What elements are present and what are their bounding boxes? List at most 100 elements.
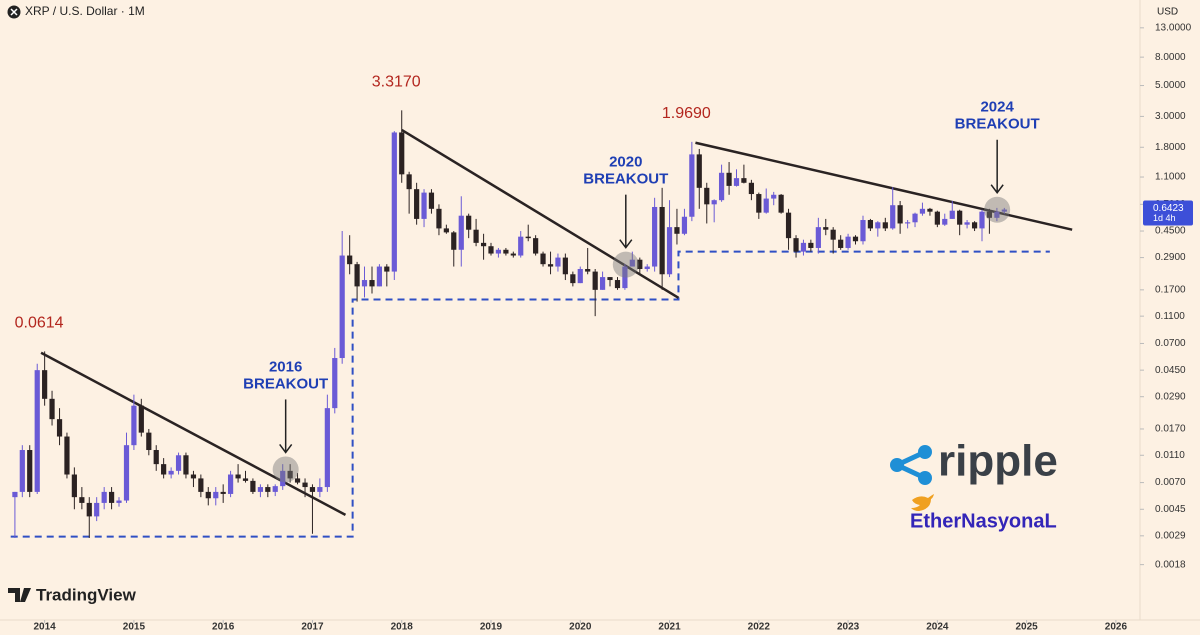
candle-body	[227, 474, 234, 494]
candle-body	[860, 220, 866, 242]
breakout-arrow-head	[279, 443, 293, 454]
candle-body	[882, 222, 888, 229]
candle-body	[927, 208, 933, 212]
candle-body	[183, 455, 189, 475]
x-tick-label: 2020	[569, 622, 592, 633]
candle-body	[79, 497, 85, 503]
y-tick-label: 0.0110	[1155, 450, 1185, 461]
candle-body	[458, 215, 464, 250]
trendline	[695, 141, 1073, 231]
candle-body	[436, 208, 442, 229]
candle-body	[986, 211, 992, 218]
last-price-label: 0.6423	[1153, 203, 1184, 214]
symbol-title: XRP / U.S. Dollar · 1M	[25, 4, 145, 18]
candle-body	[339, 255, 345, 359]
candle-body	[875, 222, 881, 229]
breakout-label: 2020	[609, 154, 642, 171]
candle-body	[108, 491, 115, 503]
candle-body	[473, 229, 479, 243]
breakout-highlight	[272, 456, 299, 483]
candle-body	[711, 200, 717, 205]
breakout-label: BREAKOUT	[243, 375, 328, 392]
candle-body	[525, 236, 531, 239]
x-tick-label: 2015	[123, 622, 146, 633]
candle-body	[577, 269, 583, 284]
y-tick-label: 0.0029	[1155, 530, 1186, 541]
candle-body	[361, 280, 368, 287]
candle-body	[652, 206, 658, 267]
candle-body	[890, 205, 896, 229]
plot-area: 2016BREAKOUT2020BREAKOUT2024BREAKOUT0.06…	[10, 74, 1073, 538]
candle-body	[175, 455, 182, 471]
candle-body	[778, 194, 784, 213]
candle-body	[94, 502, 100, 517]
y-tick-label: 0.0170	[1155, 424, 1186, 435]
y-tick-label: 0.0290	[1155, 391, 1186, 402]
y-tick-label: 0.1700	[1155, 284, 1186, 295]
ripple-logo: ripple	[890, 437, 1058, 486]
candle-body	[27, 450, 33, 492]
candle-body	[599, 277, 606, 290]
candle-body	[213, 491, 219, 499]
candle-body	[518, 236, 524, 256]
candle-body	[741, 178, 747, 183]
candle-body	[153, 450, 159, 465]
x-tick-label: 2019	[480, 622, 503, 633]
candle-body	[957, 210, 963, 225]
breakout-label: BREAKOUT	[583, 171, 668, 188]
candle-body	[399, 132, 405, 175]
y-tick-label: 5.0000	[1155, 80, 1186, 91]
candle-body	[287, 470, 293, 479]
candle-body	[488, 246, 494, 254]
candle-body	[659, 206, 665, 275]
x-tick-label: 2014	[34, 622, 57, 633]
candle-body	[726, 172, 732, 186]
platform-icon	[8, 588, 31, 602]
candle-body	[272, 486, 278, 492]
candle-body	[562, 257, 568, 275]
candle-body	[56, 419, 63, 437]
candle-body	[376, 266, 383, 287]
breakout-arrow-head	[990, 184, 1004, 195]
candle-body	[451, 232, 457, 250]
y-tick-label: 3.0000	[1155, 111, 1186, 122]
candle-body	[808, 242, 814, 248]
candle-body	[733, 178, 740, 186]
peak-label: 1.9690	[662, 105, 711, 122]
y-tick-label: 8.0000	[1155, 52, 1186, 63]
symbol-icon-mark	[10, 8, 18, 16]
candle-body	[495, 249, 502, 254]
candle-body	[34, 370, 40, 492]
candle-body	[265, 487, 271, 492]
breakout-arrow-head	[619, 239, 633, 249]
x-tick-label: 2016	[212, 622, 235, 633]
y-tick-label: 0.1100	[1155, 311, 1185, 322]
candle-body	[912, 213, 918, 223]
candle-body	[123, 445, 130, 501]
candle-body	[547, 264, 554, 267]
y-tick-label: 0.2900	[1155, 252, 1186, 263]
x-tick-label: 2023	[837, 622, 860, 633]
candle-body	[369, 280, 375, 287]
candle-body	[629, 259, 635, 267]
candle-body	[622, 266, 628, 289]
candle-body	[443, 228, 449, 233]
candle-body	[949, 210, 955, 219]
candle-body	[919, 208, 926, 214]
y-tick-label: 13.0000	[1155, 22, 1192, 33]
y-tick-label: 0.0070	[1155, 477, 1186, 488]
y-tick-label: 0.4500	[1155, 226, 1186, 237]
candle-body	[800, 242, 807, 252]
candle-body	[823, 227, 829, 230]
y-tick-label: 0.0450	[1155, 365, 1186, 376]
candle-body	[421, 192, 427, 219]
candle-body	[785, 212, 792, 239]
candle-body	[614, 280, 621, 289]
candle-body	[756, 194, 762, 213]
candle-body	[324, 408, 330, 488]
candle-body	[838, 239, 844, 248]
x-tick-label: 2018	[391, 622, 414, 633]
candle-body	[503, 249, 509, 254]
breakout-label: 2016	[269, 358, 302, 375]
candle-body	[235, 474, 241, 479]
